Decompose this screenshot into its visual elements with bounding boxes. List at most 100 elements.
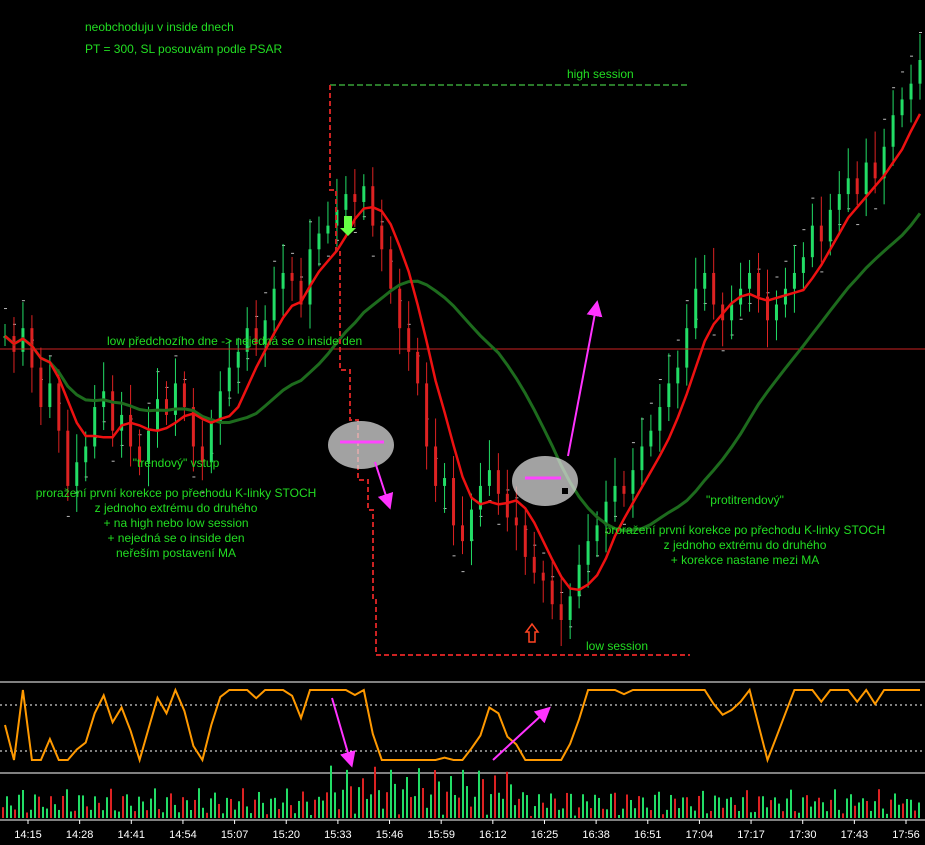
volume-bar (782, 811, 784, 818)
psar-dot (658, 379, 662, 381)
volume-bar (414, 796, 416, 818)
volume-bar (614, 792, 616, 818)
volume-bar (54, 804, 56, 818)
candle-body (487, 470, 491, 486)
volume-bar (446, 791, 448, 818)
note-pt-sl: PT = 300, SL posouvám podle PSAR (85, 42, 282, 56)
volume-bar (42, 806, 44, 818)
trend-title: "trendový" vstup (133, 456, 220, 470)
volume-bar (886, 813, 888, 818)
volume-bar (542, 802, 544, 818)
volume-bar (862, 798, 864, 818)
volume-bar (250, 813, 252, 818)
candle-body (730, 304, 734, 321)
volume-bar (730, 797, 732, 818)
volume-bar (110, 788, 112, 818)
volume-bar (46, 808, 48, 818)
candle-body (532, 556, 536, 573)
candle-body (801, 257, 805, 273)
volume-bar (222, 813, 224, 818)
time-tick-label: 14:28 (66, 829, 94, 841)
psar-dot (784, 260, 788, 262)
trend-text-line: proražení první korekce po přechodu K-li… (36, 486, 317, 500)
stoch-arrow-up (492, 706, 551, 761)
sell-signal-icon (340, 216, 356, 236)
volume-bar (226, 797, 228, 818)
psar-dot (874, 208, 878, 210)
psar-dot (721, 350, 725, 352)
volume-bar (458, 797, 460, 818)
volume-bar (138, 796, 140, 818)
volume-bar (666, 809, 668, 818)
candle-body (505, 493, 509, 518)
volume-bar (694, 810, 696, 818)
volume-bar (262, 802, 264, 818)
low-session-label: low session (586, 639, 648, 653)
volume-bar (158, 809, 160, 818)
counter-text-line: + korekce nastane mezi MA (671, 553, 819, 567)
psar-dot (21, 300, 25, 302)
psar-dot (901, 71, 905, 73)
volume-bar (170, 793, 172, 818)
volume-bar (142, 801, 144, 818)
volume-bar (378, 790, 380, 818)
candle-body (891, 115, 895, 147)
volume-bar (374, 766, 376, 818)
volume-bar (522, 792, 524, 818)
candle-body (640, 446, 644, 471)
volume-bar (746, 790, 748, 818)
volume-bar (38, 796, 40, 818)
psar-dot (192, 476, 196, 478)
candle-body (649, 430, 653, 447)
volume-bar (878, 789, 880, 818)
candle-body (425, 383, 429, 447)
volume-bar (106, 797, 108, 818)
volume-bar (714, 795, 716, 818)
candle-body (703, 272, 707, 289)
volume-bars (2, 765, 920, 818)
volume-bar (302, 791, 304, 818)
psar-dot (622, 523, 626, 525)
candle-body (757, 272, 761, 297)
volume-bar (474, 796, 476, 818)
volume-bar (834, 789, 836, 818)
volume-bar (326, 792, 328, 818)
candle-body (568, 596, 572, 620)
session-stepline-down (329, 85, 690, 656)
volume-bar (606, 809, 608, 818)
candle-body (864, 162, 868, 195)
candle-body (218, 391, 222, 423)
stochastic-line (4, 687, 920, 764)
volume-bar (686, 797, 688, 818)
volume-bar (678, 808, 680, 818)
volume-bar (290, 805, 292, 818)
volume-bar (186, 800, 188, 818)
candle-body (380, 225, 384, 250)
candle-body (918, 60, 922, 84)
candle-body (48, 383, 52, 408)
volume-bar (838, 809, 840, 818)
psar-dot (452, 555, 456, 557)
volume-bar (882, 808, 884, 818)
volume-bar (874, 801, 876, 818)
volume-bar (450, 776, 452, 818)
candle-body (281, 272, 285, 289)
volume-bar (182, 797, 184, 818)
time-axis: 14:15 14:28 14:41 14:54 15:07 15:20 15:33 15:46… (14, 820, 920, 841)
volume-bar (342, 789, 344, 818)
volume-bar (710, 810, 712, 818)
volume-bar (758, 796, 760, 818)
volume-bar (246, 806, 248, 818)
psar-dot (739, 318, 743, 320)
volume-bar (438, 781, 440, 818)
volume-bar (802, 797, 804, 818)
volume-bar (406, 777, 408, 818)
trend-text-line: + na high nebo low session (103, 516, 248, 530)
candle-body (577, 564, 581, 597)
candle-body (748, 272, 752, 289)
volume-bar (558, 809, 560, 818)
candle-body (353, 194, 357, 202)
fast-ma-line (4, 113, 922, 592)
psar-dot (326, 255, 330, 257)
